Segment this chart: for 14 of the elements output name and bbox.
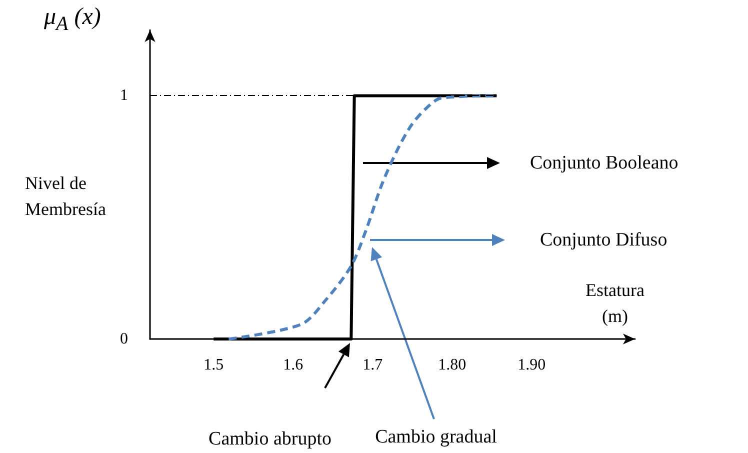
text: Cambio abrupto [208, 428, 332, 450]
annotation: Conjunto Difuso [540, 230, 668, 250]
y-axis-title: μ$_{A}$ (x) [44, 4, 101, 36]
y-tick-label: 1 [120, 87, 128, 104]
x-tick-label: 1.6 [283, 356, 304, 374]
text: Nivel de Membresía [25, 173, 106, 219]
x-tick-label: 1.5 [204, 356, 224, 374]
text: Cambio gradual [375, 426, 497, 448]
annotation: Conjunto Booleano [530, 152, 678, 174]
y-tick-label: 0 [120, 330, 128, 348]
x-tick-label: 1.80 [438, 356, 466, 374]
x-axis-title: Estatura (m) [586, 280, 644, 326]
x-tick-label: 1.7 [362, 356, 383, 374]
x-tick-label: 1.90 [518, 356, 546, 374]
